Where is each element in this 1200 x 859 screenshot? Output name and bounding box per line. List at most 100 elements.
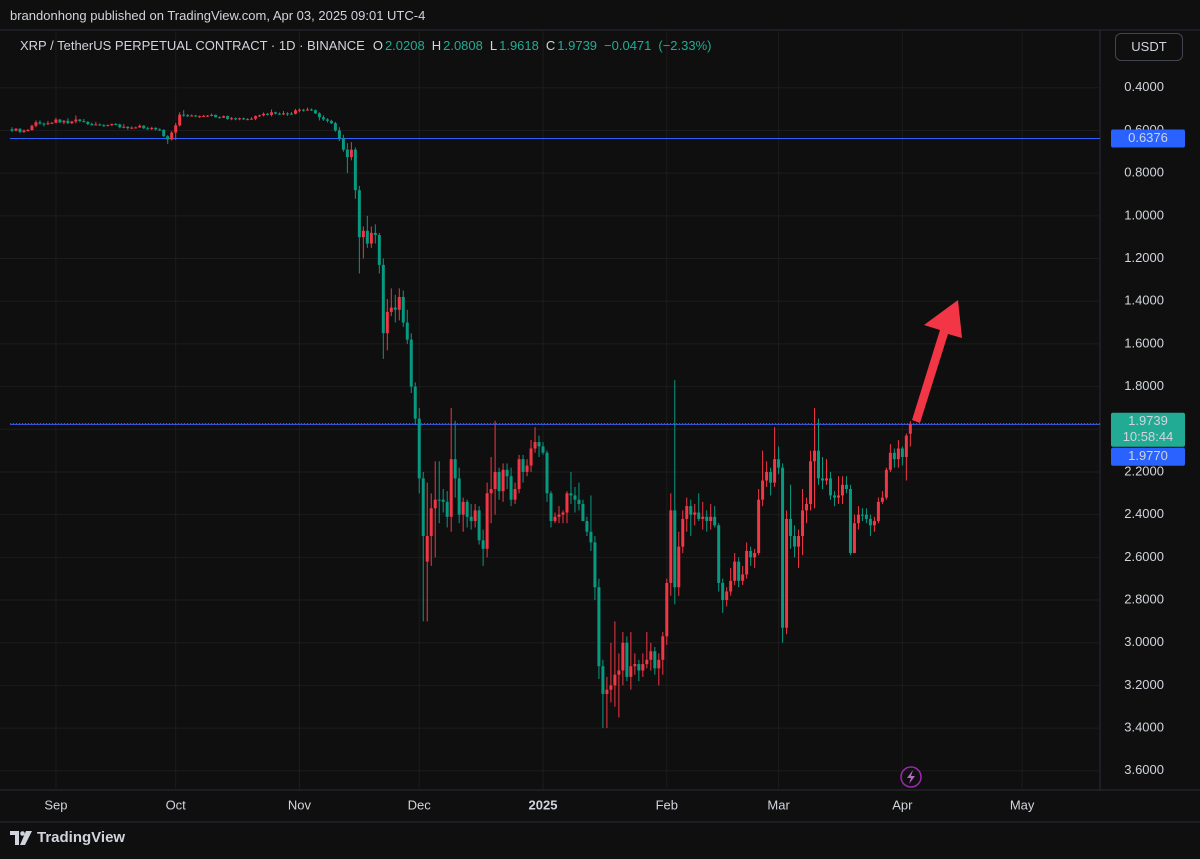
candle-body [234, 118, 238, 120]
candle-body [661, 636, 665, 660]
candle-body [353, 149, 357, 191]
candle-body [497, 471, 501, 492]
candle-body [413, 386, 417, 419]
candle-body [46, 123, 50, 125]
y-tick-label: 3.0000 [1124, 634, 1164, 649]
candle-body [214, 114, 218, 118]
candle-body [154, 127, 158, 130]
candle-body [198, 116, 202, 118]
candle-body [389, 307, 393, 312]
candle-body [653, 651, 657, 669]
candle-body [749, 550, 753, 558]
candle-body [453, 459, 457, 479]
x-tick-label: Nov [288, 797, 312, 812]
candle-body [521, 459, 525, 472]
candle-body [844, 484, 848, 490]
candle-body [122, 126, 126, 128]
candle-body [577, 499, 581, 504]
currency-button[interactable]: USDT [1115, 33, 1183, 61]
candle-body [657, 659, 661, 669]
candle-body [138, 125, 142, 128]
ohlc-label: H [431, 38, 442, 53]
y-tick-label: 1.8000 [1124, 378, 1164, 393]
candle-body [114, 124, 118, 126]
candle-body [242, 118, 246, 120]
candle-body [557, 514, 561, 517]
x-tick-label: Oct [166, 797, 187, 812]
candle-body [26, 130, 30, 132]
y-tick-label: 0.4000 [1124, 79, 1164, 94]
grid [0, 30, 1100, 790]
candle-body [809, 461, 813, 504]
candle-body [377, 235, 381, 265]
candle-body [30, 125, 34, 131]
candle-body [485, 493, 489, 549]
brand-name: TradingView [37, 829, 126, 846]
candle-body [194, 115, 198, 117]
candle-body [705, 516, 709, 522]
candle-body [166, 136, 170, 140]
candle-body [525, 465, 529, 472]
y-tick-label: 3.6000 [1124, 762, 1164, 777]
candle-body [34, 122, 38, 126]
x-tick-label: May [1010, 797, 1035, 812]
candle-body [66, 120, 70, 124]
candle-body [896, 448, 900, 460]
candle-body [769, 471, 773, 483]
candle-body [445, 501, 449, 517]
candle-body [10, 129, 14, 131]
candle-body [62, 120, 66, 123]
ohlc-label: C [545, 38, 556, 53]
candle-body [321, 117, 325, 120]
candle-body [649, 651, 653, 660]
candle-body [270, 112, 274, 115]
price-line-label: 0.6376 [1128, 130, 1168, 145]
candle-body [633, 664, 637, 667]
candle-body [58, 119, 62, 123]
last-price-label: 1.9739 [1128, 413, 1168, 428]
candle-body [477, 510, 481, 541]
candle-body [864, 514, 868, 519]
candle-body [281, 113, 285, 115]
candle-body [573, 495, 577, 500]
candle-body [805, 503, 809, 511]
candle-body [86, 121, 90, 125]
candle-body [701, 516, 705, 519]
candle-body [102, 125, 106, 127]
candle-body [481, 540, 485, 549]
footer-brand: TradingView [10, 829, 125, 846]
candle-body [381, 264, 385, 334]
candle-body [309, 109, 313, 111]
candle-body [158, 129, 162, 131]
candle-body [852, 523, 856, 554]
y-tick-label: 1.4000 [1124, 293, 1164, 308]
y-tick-label: 2.6000 [1124, 549, 1164, 564]
candle-body [369, 232, 373, 244]
candle-body [493, 471, 497, 490]
ohlc-label: O [372, 38, 383, 53]
candle-body [469, 516, 473, 522]
y-tick-label: 0.8000 [1124, 165, 1164, 180]
candle-body [541, 446, 545, 453]
candle-body [170, 132, 174, 140]
candle-body [14, 128, 18, 131]
x-tick-label: Sep [44, 797, 67, 812]
candle-body [729, 580, 733, 592]
candle-body [230, 118, 234, 120]
y-tick-label: 2.8000 [1124, 591, 1164, 606]
candle-body [278, 113, 282, 115]
candle-body [545, 452, 549, 494]
candle-body [250, 118, 254, 120]
candle-body [693, 512, 697, 515]
candle-body [22, 130, 26, 132]
candle-body [888, 452, 892, 470]
candle-body [797, 535, 801, 547]
candle-body [549, 493, 553, 522]
candle-body [222, 116, 226, 118]
candle-body [840, 484, 844, 496]
candle-body [737, 561, 741, 581]
candle-body [717, 525, 721, 583]
ohlc-value: 1.9618 [499, 38, 539, 53]
candle-body [509, 476, 513, 500]
candle-body [134, 127, 138, 129]
